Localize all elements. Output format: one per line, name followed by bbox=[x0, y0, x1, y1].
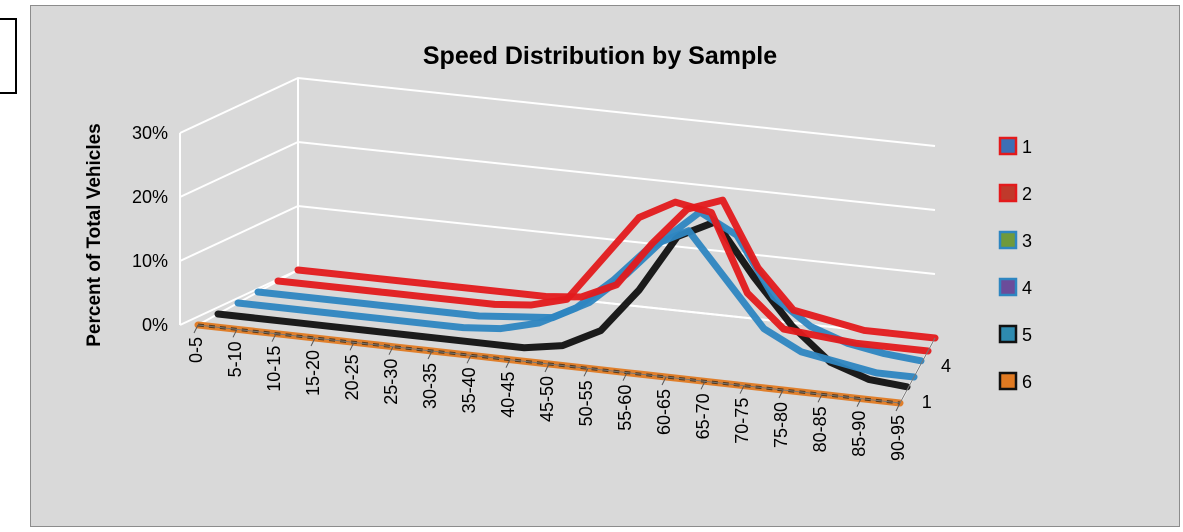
x-tick-label: 45-50 bbox=[537, 376, 557, 422]
x-tick bbox=[544, 363, 550, 373]
chart-area bbox=[30, 5, 1180, 527]
series-line-2 bbox=[274, 198, 932, 355]
x-tick-label: 15-20 bbox=[303, 350, 323, 396]
x-tick-label: 55-60 bbox=[615, 385, 635, 431]
x-tick bbox=[388, 346, 394, 355]
depth-tick-label: 4 bbox=[941, 356, 951, 376]
x-tick-label: 50-55 bbox=[576, 380, 596, 426]
series-line-5 bbox=[214, 218, 911, 391]
x-tick bbox=[466, 355, 472, 364]
chart-title: Speed Distribution by Sample bbox=[423, 42, 777, 70]
legend-label-3: 3 bbox=[1022, 231, 1032, 251]
x-tick-label: 90-95 bbox=[888, 415, 908, 461]
x-tick bbox=[739, 385, 745, 394]
legend-label-2: 2 bbox=[1022, 184, 1032, 204]
x-tick bbox=[349, 342, 355, 351]
legend-label-1: 1 bbox=[1022, 137, 1032, 157]
x-tick bbox=[271, 333, 277, 342]
x-tick bbox=[583, 368, 589, 377]
x-tick bbox=[427, 350, 433, 360]
x-tick-label: 30-35 bbox=[420, 363, 440, 409]
x-tick bbox=[778, 389, 784, 399]
x-tick bbox=[856, 398, 862, 407]
x-tick bbox=[232, 329, 238, 338]
x-tick-label: 10-15 bbox=[264, 346, 284, 392]
y-tick-label: 20% bbox=[132, 187, 168, 207]
x-tick-label: 25-30 bbox=[381, 359, 401, 405]
legend-marker-6 bbox=[998, 371, 1018, 391]
x-tick-label: 0-5 bbox=[186, 337, 206, 363]
x-tick-label: 60-65 bbox=[654, 389, 674, 435]
legend-label-5: 5 bbox=[1022, 325, 1032, 345]
x-tick bbox=[505, 359, 511, 368]
x-tick-label: 40-45 bbox=[498, 372, 518, 418]
x-axis-line bbox=[197, 324, 901, 404]
legend-marker-2 bbox=[998, 183, 1018, 203]
legend-marker-1 bbox=[998, 136, 1018, 156]
y-tick-label: 0% bbox=[142, 315, 168, 335]
x-tick-label: 35-40 bbox=[459, 367, 479, 413]
legend-label-6: 6 bbox=[1022, 372, 1032, 392]
x-tick-label: 5-10 bbox=[225, 341, 245, 377]
legend-label-4: 4 bbox=[1022, 278, 1032, 298]
x-tick bbox=[622, 372, 628, 381]
x-tick-label: 80-85 bbox=[810, 406, 830, 452]
gridline bbox=[179, 140, 936, 211]
depth-tick-label: 1 bbox=[922, 392, 932, 412]
x-tick bbox=[193, 324, 199, 334]
x-tick bbox=[661, 376, 667, 386]
depth-axis-line bbox=[899, 337, 936, 404]
x-tick-label: 85-90 bbox=[849, 411, 869, 457]
legend-marker-5 bbox=[998, 324, 1018, 344]
legend-marker-3 bbox=[998, 230, 1018, 250]
x-tick-label: 70-75 bbox=[732, 398, 752, 444]
legend-marker-4 bbox=[998, 277, 1018, 297]
y-tick-label: 10% bbox=[132, 251, 168, 271]
x-tick bbox=[817, 394, 823, 403]
y-axis-label: Percent of Total Vehicles bbox=[84, 123, 105, 347]
x-tick-label: 20-25 bbox=[342, 354, 362, 400]
left-bracket bbox=[0, 18, 17, 94]
gridline bbox=[179, 76, 936, 147]
x-tick-label: 65-70 bbox=[693, 393, 713, 439]
series-line-3 bbox=[254, 208, 925, 365]
x-tick bbox=[310, 337, 316, 347]
x-tick bbox=[895, 402, 901, 412]
x-tick-label: 75-80 bbox=[771, 402, 791, 448]
series-line-1 bbox=[294, 196, 939, 342]
gridline bbox=[179, 204, 936, 275]
y-tick-label: 30% bbox=[132, 123, 168, 143]
x-tick bbox=[700, 381, 706, 390]
